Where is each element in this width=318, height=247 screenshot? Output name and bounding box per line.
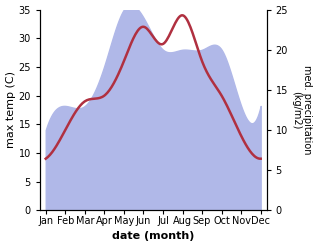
- Y-axis label: max temp (C): max temp (C): [5, 71, 16, 148]
- Y-axis label: med. precipitation
(kg/m2): med. precipitation (kg/m2): [291, 65, 313, 155]
- X-axis label: date (month): date (month): [112, 231, 194, 242]
